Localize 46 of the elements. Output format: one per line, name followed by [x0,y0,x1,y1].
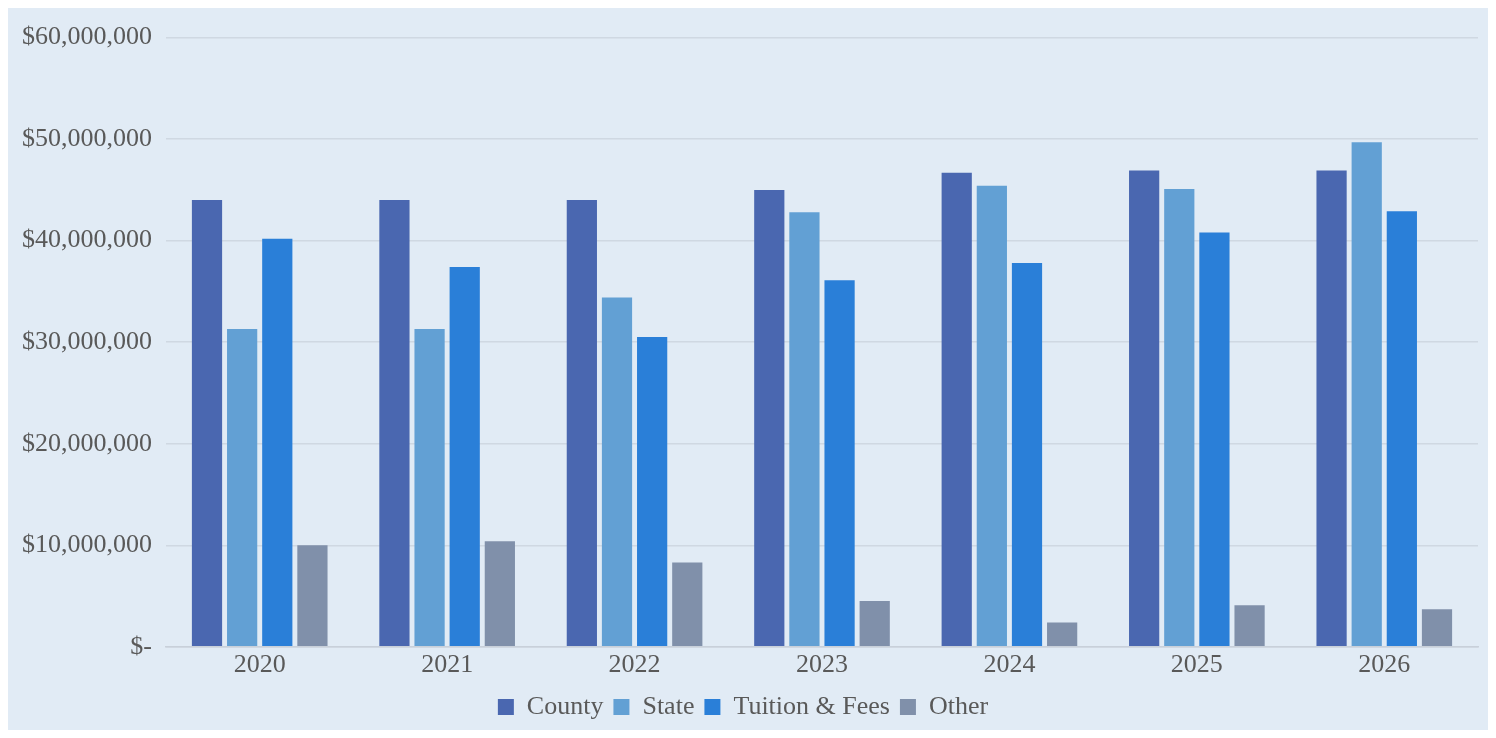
bar [1011,263,1043,647]
bar [1164,188,1195,647]
y-tick-label: $20,000,000 [22,427,152,457]
bar [1047,622,1078,647]
bar [941,172,972,647]
y-tick-label: $40,000,000 [22,224,152,254]
bar [672,562,703,647]
bar [1199,232,1230,647]
bar [379,200,410,647]
bar [449,267,480,647]
legend-label: County [526,690,604,720]
x-tick-label: 2021 [421,649,474,679]
x-tick-label: 2024 [983,649,1036,679]
legend-label: State [642,690,695,720]
bar [859,601,890,647]
bar [601,297,633,647]
bar [1386,211,1417,647]
bar [1316,170,1347,647]
bar [414,329,445,647]
x-tick-label: 2025 [1170,649,1223,679]
legend-label: Tuition & Fees [733,690,890,720]
bar [824,280,855,647]
bar [1129,170,1160,647]
x-tick-label: 2020 [233,649,286,679]
bar [1421,609,1453,647]
bar [262,238,293,647]
y-tick-label: $- [130,630,152,660]
bar [191,200,223,647]
y-tick-label: $10,000,000 [22,529,152,559]
bar [297,545,328,647]
bar [637,337,668,647]
legend-label: Other [928,690,989,720]
y-tick-label: $30,000,000 [22,326,152,356]
bar [227,329,258,647]
bar [1351,142,1382,647]
bar [976,185,1007,647]
bar [484,541,515,647]
x-tick-label: 2026 [1358,649,1411,679]
x-tick-label: 2023 [796,649,848,679]
bar [566,200,597,647]
y-tick-label: $50,000,000 [22,122,152,152]
x-tick-label: 2022 [608,649,661,679]
bar [754,189,785,647]
bar [1234,605,1265,647]
bar [789,212,820,647]
y-tick-label: $60,000,000 [22,21,152,51]
